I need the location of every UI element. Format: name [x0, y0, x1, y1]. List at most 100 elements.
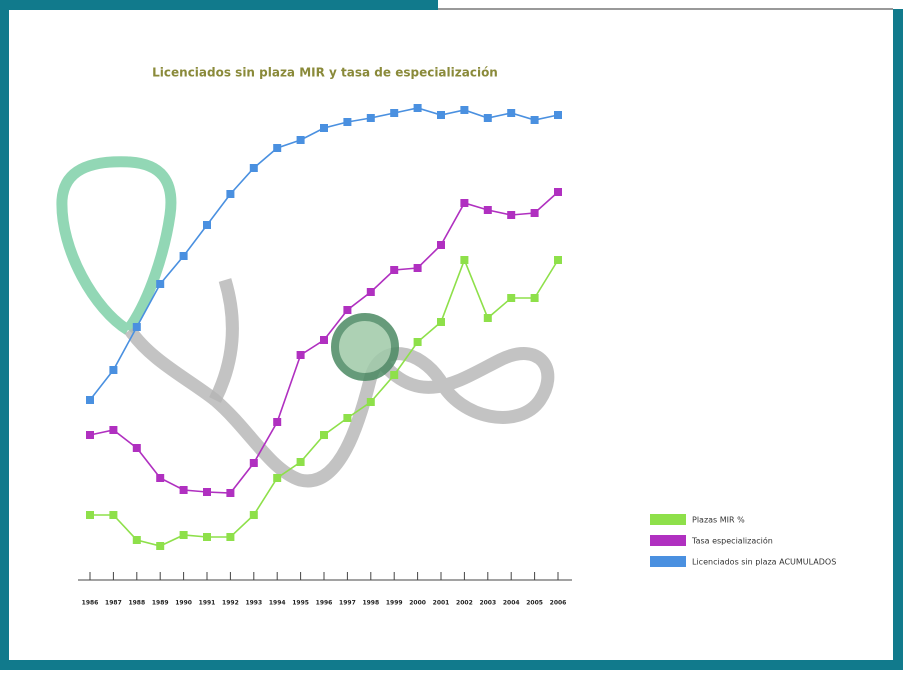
- data-point: [273, 418, 282, 426]
- x-tick-label: 1987: [105, 600, 122, 607]
- data-point: [554, 256, 562, 264]
- data-point: [483, 314, 492, 322]
- x-tick-label: 1997: [339, 600, 356, 607]
- data-point: [86, 431, 94, 439]
- legend-swatch: [650, 535, 686, 546]
- data-point: [343, 414, 352, 422]
- x-tick-label: 1994: [269, 600, 286, 607]
- data-point: [343, 118, 352, 126]
- data-point: [179, 531, 188, 539]
- data-point: [483, 114, 492, 122]
- data-point: [86, 396, 94, 404]
- data-point: [460, 199, 469, 207]
- data-point: [483, 206, 492, 214]
- data-point: [203, 533, 211, 541]
- x-tick-label: 1999: [386, 600, 403, 607]
- data-point: [226, 533, 235, 541]
- x-tick-label: 2002: [456, 600, 473, 607]
- x-tick-label: 2001: [433, 600, 450, 607]
- data-point: [132, 444, 141, 452]
- ear-tubes: [56, 156, 177, 335]
- legend-swatch: [650, 514, 686, 525]
- data-point: [156, 474, 165, 482]
- data-point: [132, 323, 141, 331]
- data-point: [226, 190, 235, 198]
- data-point: [226, 489, 235, 497]
- data-point: [413, 338, 422, 346]
- data-point: [366, 114, 375, 122]
- data-point: [530, 209, 539, 217]
- data-point: [507, 294, 516, 302]
- legend-label: Plazas MIR %: [692, 516, 745, 525]
- legend-label: Tasa especialización: [691, 536, 773, 546]
- x-tick-label: 1988: [128, 600, 145, 607]
- data-point: [109, 366, 118, 374]
- data-point: [109, 511, 118, 519]
- data-point: [296, 458, 305, 466]
- x-tick-label: 1998: [362, 600, 379, 607]
- chart-title: Licenciados sin plaza MIR y tasa de espe…: [152, 66, 498, 80]
- data-point: [366, 398, 375, 406]
- data-point: [320, 336, 328, 344]
- data-point: [296, 136, 305, 144]
- tube: [124, 326, 555, 488]
- data-point: [343, 306, 352, 314]
- frame-bottom: [0, 660, 903, 670]
- legend-label: Licenciados sin plaza ACUMULADOS: [692, 558, 836, 567]
- data-point: [320, 431, 328, 439]
- data-point: [554, 188, 562, 196]
- x-tick-label: 2006: [550, 600, 567, 607]
- data-point: [530, 116, 539, 124]
- chest-piece: [331, 313, 399, 381]
- legend-swatch: [650, 556, 686, 567]
- x-tick-label: 1995: [292, 600, 309, 607]
- x-tick-label: 1996: [316, 600, 333, 607]
- x-tick-label: 1986: [82, 600, 99, 607]
- data-point: [437, 318, 445, 326]
- legend: Plazas MIR % Tasa especialización Licencia…: [650, 514, 836, 567]
- data-point: [156, 542, 165, 550]
- x-tick-label: 1991: [199, 600, 216, 607]
- data-point: [366, 288, 375, 296]
- x-tick-label: 2003: [479, 600, 496, 607]
- data-point: [179, 486, 188, 494]
- data-point: [437, 241, 445, 249]
- data-point: [530, 294, 539, 302]
- frame-top: [0, 0, 438, 10]
- data-point: [460, 256, 469, 264]
- data-point: [507, 211, 516, 219]
- x-tick-label: 2005: [526, 600, 543, 607]
- data-point: [390, 371, 399, 379]
- data-point: [86, 511, 94, 519]
- data-point: [203, 221, 211, 229]
- tube-branch: [209, 278, 239, 403]
- data-point: [296, 351, 305, 359]
- data-point: [437, 111, 445, 119]
- data-point: [249, 459, 258, 467]
- data-point: [554, 111, 562, 119]
- x-tick-label: 1989: [152, 600, 169, 607]
- data-point: [179, 252, 188, 260]
- data-point: [132, 536, 141, 544]
- x-tick-label: 1992: [222, 600, 239, 607]
- data-point: [273, 474, 282, 482]
- data-point: [460, 106, 469, 114]
- x-tick-label: 2000: [409, 600, 426, 607]
- data-point: [390, 109, 399, 117]
- frame-right: [893, 9, 903, 670]
- x-tick-label: 2004: [503, 600, 520, 607]
- x-tick-label: 1990: [175, 600, 192, 607]
- data-point: [249, 511, 258, 519]
- data-point: [156, 280, 165, 288]
- data-point: [390, 266, 399, 274]
- stethoscope: [56, 156, 555, 488]
- data-point: [320, 124, 328, 132]
- data-point: [109, 426, 118, 434]
- data-point: [413, 104, 422, 112]
- data-point: [413, 264, 422, 272]
- frame-left: [0, 0, 9, 670]
- data-point: [273, 144, 282, 152]
